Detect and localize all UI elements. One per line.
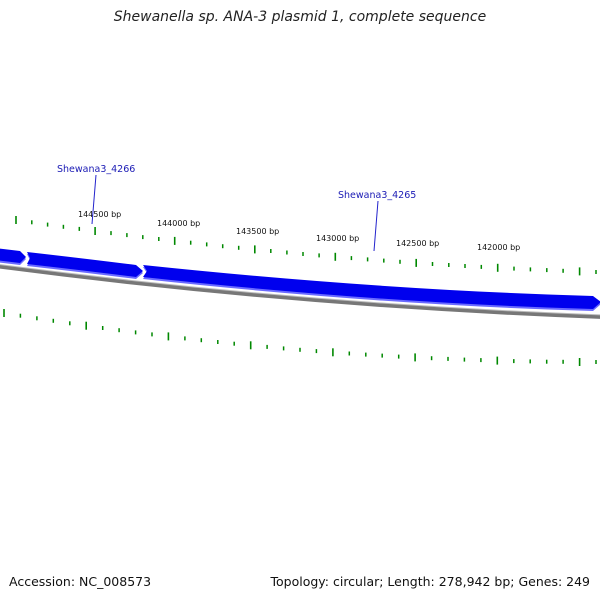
gene-track: [0, 248, 600, 311]
topology-summary: Topology: circular; Length: 278,942 bp; …: [270, 574, 591, 589]
tick-label-144500: 144500 bp: [78, 210, 121, 219]
backbone-arc: [0, 264, 600, 319]
callout-line-shewana3-4265: [373, 200, 379, 252]
callout-line-shewana3-4266: [91, 174, 97, 225]
tick-label-142000: 142000 bp: [477, 243, 520, 252]
tick-label-143000: 143000 bp: [316, 234, 359, 243]
tick-label-143500: 143500 bp: [236, 227, 279, 236]
tick-label-142500: 142500 bp: [396, 239, 439, 248]
inner-tick-ring: [3, 309, 597, 366]
gene-label-shewana3-4266[interactable]: Shewana3_4266: [57, 164, 135, 175]
outer-tick-ring: [15, 216, 597, 276]
gene-label-shewana3-4265[interactable]: Shewana3_4265: [338, 190, 416, 201]
accession-text: Accession: NC_008573: [9, 574, 152, 589]
tick-label-144000: 144000 bp: [157, 219, 200, 228]
backbone-highlight: [0, 264, 600, 316]
gene-arrow-shewana3-4266[interactable]: [27, 252, 143, 277]
gene-callouts: Shewana3_4266 Shewana3_4265: [57, 164, 416, 252]
gene-arrow-shewana3-4265[interactable]: [143, 265, 600, 309]
gene-arrow-left-partial[interactable]: [0, 248, 26, 263]
map-title: Shewanella sp. ANA-3 plasmid 1, complete…: [113, 9, 487, 25]
scale-labels: 144500 bp 144000 bp 143500 bp 143000 bp …: [78, 210, 520, 252]
